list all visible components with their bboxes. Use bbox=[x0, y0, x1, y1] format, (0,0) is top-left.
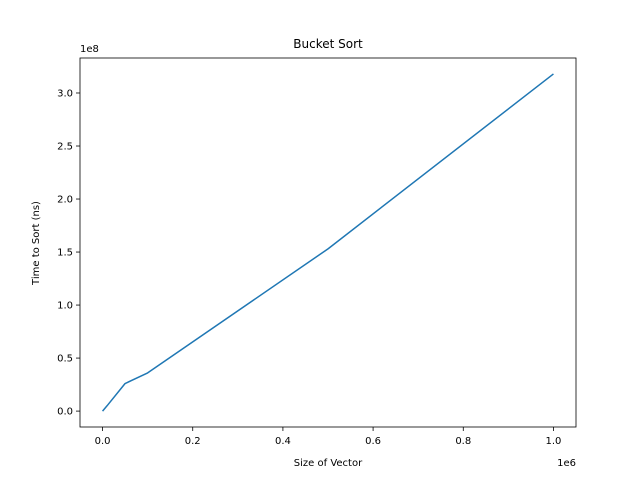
chart-title: Bucket Sort bbox=[293, 37, 363, 51]
y-tick-label: 1.5 bbox=[57, 248, 73, 259]
x-offset-label: 1e6 bbox=[557, 458, 576, 469]
y-tick-label: 2.5 bbox=[57, 142, 73, 153]
y-tick-label: 1.0 bbox=[57, 301, 73, 312]
x-tick-label: 0.4 bbox=[275, 436, 291, 447]
x-tick-label: 1.0 bbox=[546, 436, 562, 447]
x-tick-label: 0.6 bbox=[365, 436, 381, 447]
y-tick-label: 0.0 bbox=[57, 407, 73, 418]
x-tick-label: 0.8 bbox=[455, 436, 471, 447]
y-offset-label: 1e8 bbox=[80, 44, 99, 55]
x-axis-ticks: 0.0 0.2 0.4 0.6 0.8 1.0 bbox=[95, 427, 562, 447]
series-layer bbox=[101, 73, 554, 412]
y-tick-label: 3.0 bbox=[57, 88, 73, 99]
y-tick-label: 2.0 bbox=[57, 195, 73, 206]
x-axis-label: Size of Vector bbox=[294, 458, 363, 469]
series-line bbox=[101, 73, 554, 412]
plot-area-frame bbox=[79, 57, 577, 428]
y-axis-ticks: 0.0 0.5 1.0 1.5 2.0 2.5 3.0 bbox=[57, 88, 80, 418]
x-tick-label: 0.2 bbox=[185, 436, 201, 447]
y-axis-label: Time to Sort (ns) bbox=[31, 201, 42, 286]
y-tick-label: 0.5 bbox=[57, 354, 73, 365]
x-tick-label: 0.0 bbox=[95, 436, 111, 447]
